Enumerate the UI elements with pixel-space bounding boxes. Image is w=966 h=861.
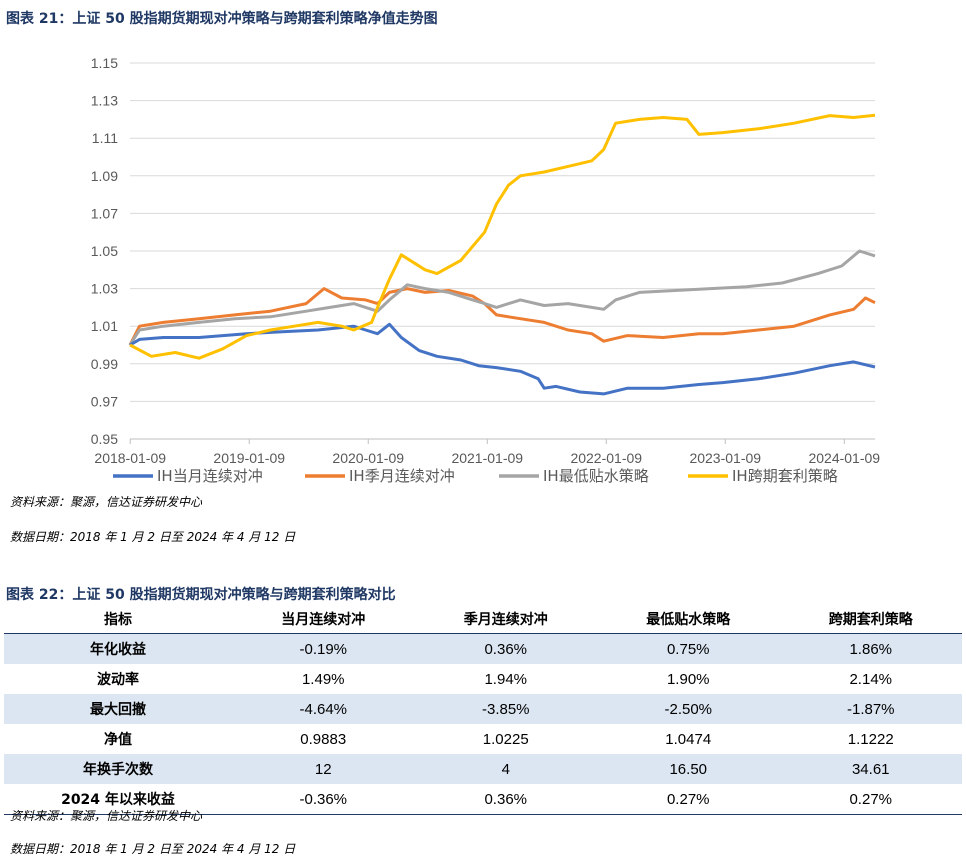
header-quarterly: 季月连续对冲 — [414, 605, 597, 634]
table-cell: -3.85% — [414, 694, 597, 724]
legend-label: IH季月连续对冲 — [349, 467, 455, 485]
row-label: 年换手次数 — [4, 754, 232, 784]
y-tick-label: 1.01 — [91, 318, 118, 334]
chart-grid — [130, 62, 875, 440]
legend-label: IH跨期套利策略 — [732, 467, 838, 485]
table-cell: 1.0474 — [665, 730, 712, 748]
table-cell: -0.36% — [232, 784, 415, 815]
table-cell: 1.90% — [666, 670, 710, 688]
row-label: 最大回撤 — [4, 694, 232, 724]
table-cell: 0.36% — [414, 784, 597, 815]
table-row: 2024 年以来收益 -0.36% 0.36% 0.27% 0.27% — [4, 784, 962, 815]
x-tick-label: 2021-01-09 — [451, 450, 523, 466]
y-tick-label: 1.13 — [91, 93, 118, 109]
table-cell: 1.0225 — [482, 730, 529, 748]
table-row: 净值 0.9883 1.0225 1.0474 1.1222 — [4, 724, 962, 754]
figure-22-date-note: 数据日期：2018 年 1 月 2 日至 2024 年 4 月 12 日 — [10, 842, 296, 856]
series-line-0 — [129, 322, 876, 396]
table-row: 波动率 1.49% 1.94% 1.90% 2.14% — [4, 664, 962, 694]
table-cell: 1.94% — [484, 670, 528, 688]
y-tick-label: 0.97 — [91, 393, 118, 409]
y-tick-label: 1.11 — [92, 130, 118, 146]
header-metric: 指标 — [4, 605, 232, 634]
figure-22-source: 资料来源：聚源，信达证券研发中心 — [10, 809, 203, 823]
x-tick-label: 2018-01-09 — [94, 450, 166, 466]
x-tick-label: 2023-01-09 — [689, 450, 761, 466]
table-cell: 1.49% — [301, 670, 345, 688]
header-calendar-spread: 跨期套利策略 — [779, 605, 962, 634]
legend-label: IH最低贴水策略 — [543, 467, 649, 485]
legend-label: IH当月连续对冲 — [157, 467, 263, 485]
series-lines — [128, 113, 876, 396]
y-tick-label: 1.09 — [91, 168, 118, 184]
y-tick-label: 1.05 — [91, 243, 118, 259]
table-cell: 2.14% — [849, 670, 893, 688]
table-row: 年换手次数 12 4 16.50 34.61 — [4, 754, 962, 784]
table-cell: -1.87% — [779, 694, 962, 724]
row-label: 净值 — [104, 732, 132, 748]
series-line-1 — [128, 287, 876, 346]
table-cell: -4.64% — [232, 694, 415, 724]
series-line-3 — [129, 113, 876, 360]
figure-21-date-note: 数据日期：2018 年 1 月 2 日至 2024 年 4 月 12 日 — [10, 530, 296, 544]
table-cell: 4 — [414, 754, 597, 784]
row-label: 波动率 — [97, 672, 139, 688]
comparison-table: 指标 当月连续对冲 季月连续对冲 最低贴水策略 跨期套利策略 年化收益 -0.1… — [4, 605, 962, 815]
row-label: 年化收益 — [4, 633, 232, 664]
y-tick-label: 0.95 — [91, 431, 118, 447]
header-monthly: 当月连续对冲 — [232, 605, 415, 634]
x-tick-label: 2022-01-09 — [570, 450, 642, 466]
table-row: 年化收益 -0.19% 0.36% 0.75% 1.86% — [4, 633, 962, 664]
y-tick-label: 1.07 — [91, 205, 118, 221]
y-axis-ticks: 0.95 0.97 0.99 1.01 1.03 1.05 1.07 1.09 1.11 1.13… — [91, 55, 118, 447]
header-min-discount: 最低贴水策略 — [597, 605, 780, 634]
x-axis-ticks: 2018-01-09 2019-01-09 2020-01-09 2021-01-09… — [94, 439, 880, 466]
row-label: 2024 年以来收益 — [4, 784, 232, 815]
table-cell: -0.19% — [232, 633, 415, 664]
x-tick-label: 2020-01-09 — [332, 450, 404, 466]
table-cell: 34.61 — [779, 754, 962, 784]
figure-22-title: 图表 22：上证 50 股指期货期现对冲策略与跨期套利策略对比 — [6, 587, 396, 603]
x-tick-label: 2024-01-09 — [808, 450, 880, 466]
table-header-row: 指标 当月连续对冲 季月连续对冲 最低贴水策略 跨期套利策略 — [4, 605, 962, 634]
table-cell: 0.75% — [597, 633, 780, 664]
table-cell: -2.50% — [597, 694, 780, 724]
net-value-line-chart: 0.95 0.97 0.99 1.01 1.03 1.05 1.07 1.09 1.11 1.13… — [91, 55, 881, 485]
table-cell: 1.86% — [779, 633, 962, 664]
table-cell: 0.27% — [597, 784, 780, 815]
table-row: 最大回撤 -4.64% -3.85% -2.50% -1.87% — [4, 694, 962, 724]
y-tick-label: 0.99 — [91, 356, 118, 372]
table-cell: 12 — [232, 754, 415, 784]
y-tick-label: 1.15 — [91, 55, 118, 71]
table-cell: 1.1222 — [847, 730, 894, 748]
figure-21-title: 图表 21：上证 50 股指期货期现对冲策略与跨期套利策略净值走势图 — [6, 11, 438, 27]
y-tick-label: 1.03 — [91, 281, 118, 297]
chart-legend: IH当月连续对冲 IH季月连续对冲 IH最低贴水策略 IH跨期套利策略 — [113, 467, 838, 485]
table-cell: 0.27% — [779, 784, 962, 815]
figure-21-source: 资料来源：聚源，信达证券研发中心 — [10, 495, 203, 509]
table-cell: 16.50 — [597, 754, 780, 784]
table-cell: 0.9883 — [300, 730, 347, 748]
table-cell: 0.36% — [414, 633, 597, 664]
x-tick-label: 2019-01-09 — [213, 450, 285, 466]
series-line-2 — [128, 249, 876, 346]
